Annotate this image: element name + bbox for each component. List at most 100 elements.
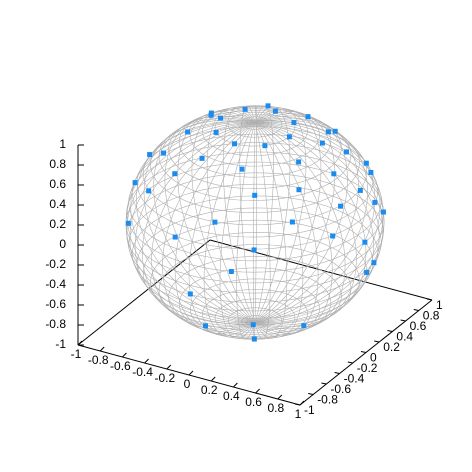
x-tick: [188, 370, 194, 376]
x-tick: [210, 376, 216, 382]
sphere-wire: [254, 122, 384, 324]
point: [357, 187, 363, 193]
x-tick-label: -1: [71, 347, 82, 361]
point: [242, 106, 248, 112]
y-tick-label: -1: [304, 403, 315, 417]
y-tick-label: 1: [436, 298, 443, 312]
point: [301, 323, 307, 329]
z-tick-label: -1: [55, 337, 66, 351]
point: [212, 219, 218, 225]
sphere-wire: [254, 122, 333, 334]
x-tick-label: 0.2: [201, 383, 218, 397]
point: [305, 114, 311, 120]
sphere-wire: [254, 122, 374, 326]
y-tick-label: 0.2: [383, 340, 400, 354]
z-tick-label: 0.8: [49, 157, 66, 171]
point: [343, 149, 349, 155]
point: [296, 159, 302, 165]
sphere-wire: [254, 122, 304, 338]
point: [172, 171, 178, 177]
sphere-wire: [125, 122, 256, 323]
sphere-wire: [254, 104, 257, 323]
x-tick: [255, 388, 260, 394]
x-tick: [166, 364, 172, 370]
z-tick-label: -0.4: [45, 277, 66, 291]
x-tick-label: -0.2: [154, 371, 175, 385]
sphere-wire: [236, 122, 256, 340]
sphere-wire: [219, 122, 256, 339]
point: [363, 160, 369, 166]
point: [146, 188, 152, 194]
sphere-wire: [191, 109, 256, 323]
y-tick: [426, 298, 433, 301]
point: [185, 129, 191, 135]
y-tick: [308, 393, 314, 395]
point: [132, 180, 138, 186]
sphere-wire: [151, 122, 256, 330]
point: [371, 260, 377, 266]
y-tick: [360, 351, 367, 353]
y-tick: [413, 309, 419, 311]
point: [368, 169, 374, 175]
point: [187, 291, 193, 297]
y-tick: [400, 319, 406, 322]
x-tick-label: 1: [295, 407, 302, 421]
sphere-wire: [254, 122, 346, 332]
sphere-wire: [254, 122, 319, 336]
z-tick-label: 0: [59, 237, 66, 251]
x-tick-label: -0.8: [88, 353, 109, 367]
point: [289, 219, 295, 225]
sphere-wire: [254, 122, 271, 340]
sphere-wire: [253, 122, 256, 341]
point: [291, 120, 297, 126]
point: [147, 152, 153, 158]
sphere-wire: [254, 119, 376, 323]
point: [331, 171, 337, 177]
x-tick: [77, 340, 83, 346]
point: [272, 108, 278, 114]
sphere-wire: [254, 115, 359, 323]
point: [296, 187, 302, 193]
y-tick: [374, 340, 380, 343]
point: [252, 192, 258, 198]
sphere-wire: [254, 117, 368, 323]
point: [262, 143, 268, 149]
sphere-wire: [254, 122, 367, 328]
z-tick-label: 1: [59, 137, 66, 151]
y-tick-label: -0.6: [330, 382, 351, 396]
x-tick: [233, 382, 238, 388]
point: [228, 269, 234, 275]
point: [199, 155, 205, 161]
point: [265, 103, 271, 109]
sphere-wire: [126, 122, 256, 324]
point: [250, 322, 256, 328]
sphere-wire: [143, 117, 256, 323]
point: [125, 220, 131, 226]
sphere-wire: [254, 105, 274, 323]
point: [332, 128, 338, 134]
point: [364, 269, 370, 275]
y-tick: [347, 361, 353, 364]
sphere-wire: [206, 107, 256, 323]
point: [286, 134, 292, 140]
x-tick: [299, 400, 305, 406]
z-tick-label: -0.2: [45, 257, 66, 271]
sphere-wire: [254, 106, 291, 323]
sphere-wire: [134, 122, 256, 326]
x-tick: [144, 358, 149, 364]
point: [251, 336, 257, 342]
sphere-wire: [254, 107, 307, 323]
x-tick: [99, 346, 105, 352]
x-tick-label: -0.6: [110, 359, 131, 373]
sphere-wire: [254, 120, 381, 323]
point: [251, 247, 257, 253]
point: [172, 234, 178, 240]
y-tick-label: 0.4: [396, 330, 413, 344]
x-tick-label: 0.8: [267, 401, 284, 415]
x-tick: [277, 394, 283, 400]
y-tick-label: -0.2: [357, 361, 378, 375]
y-tick: [334, 372, 340, 374]
z-tick-label: -0.6: [45, 297, 66, 311]
y-tick-label: -0.8: [317, 393, 338, 407]
point: [325, 129, 331, 135]
